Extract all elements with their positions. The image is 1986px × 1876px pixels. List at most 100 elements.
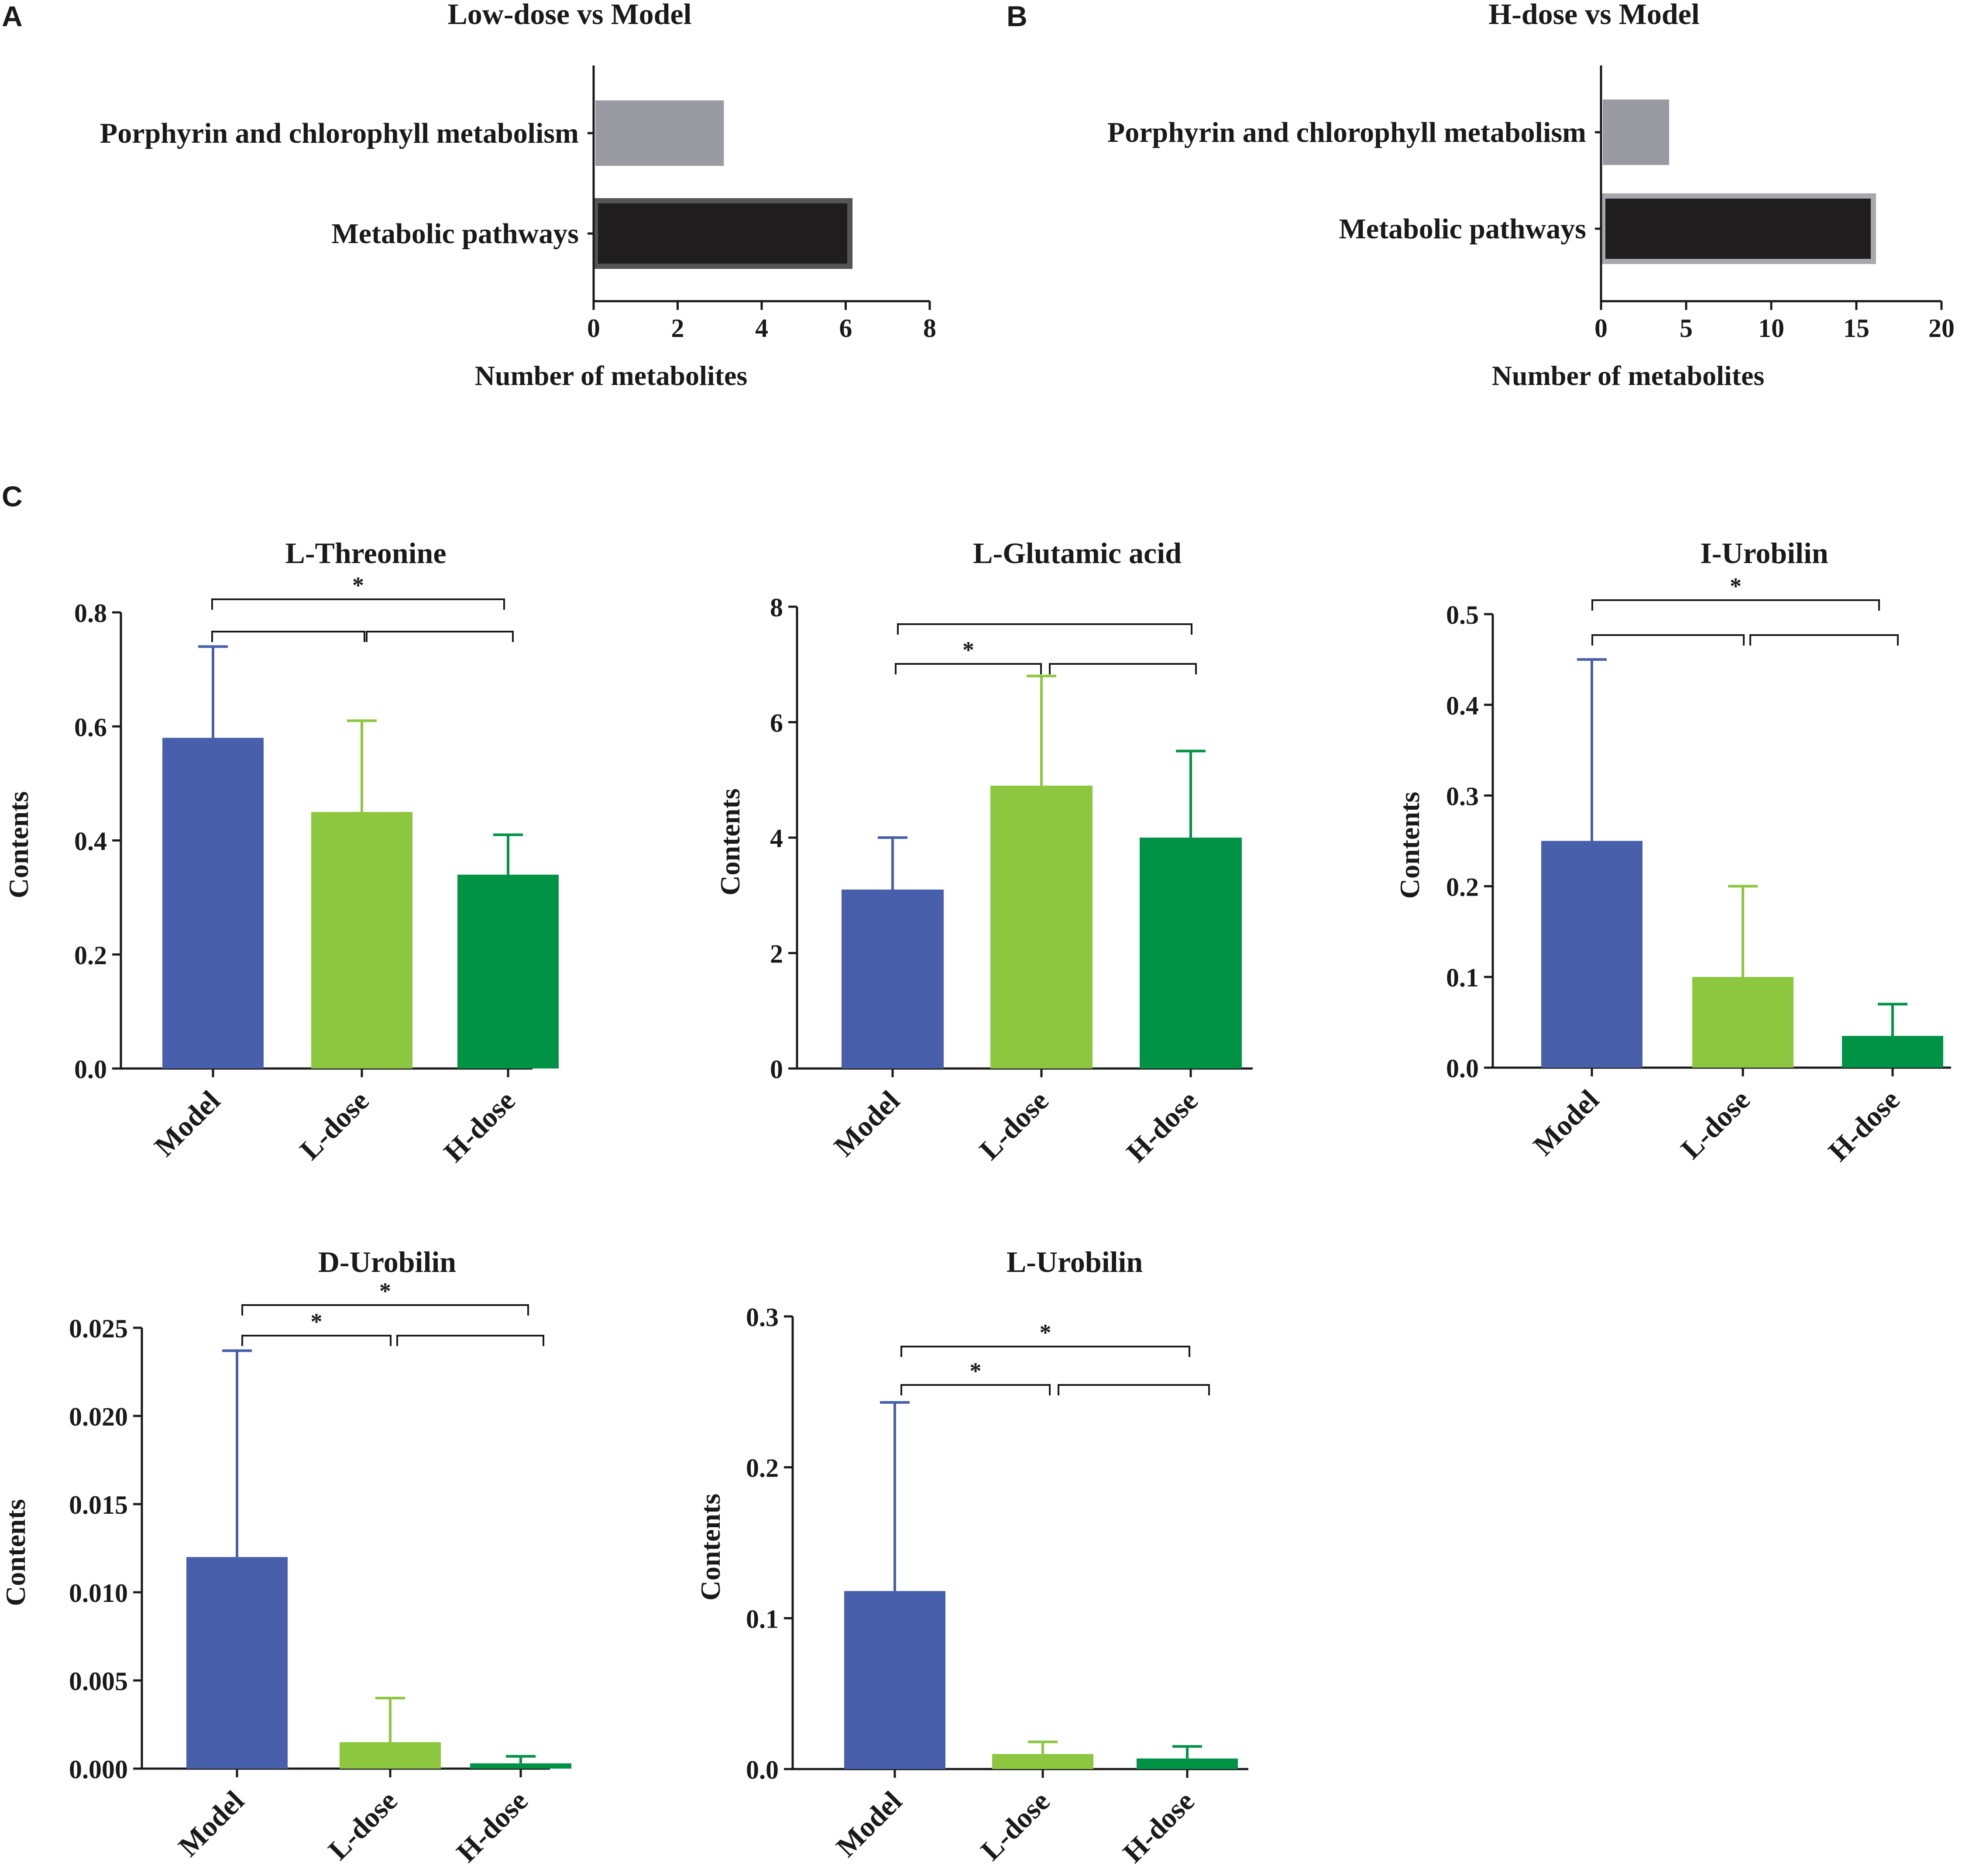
y-tick-label: 0.000	[69, 1755, 128, 1784]
x-tick-label: 8	[923, 314, 936, 343]
chart-d-urobilin: D-Urobilin 0.000 0.005 0.010 0.015 0.020 0.025…	[0, 1245, 571, 1869]
bar	[162, 738, 264, 1069]
y-tick-label: 8	[770, 593, 783, 622]
chart-i-urobilin: I-Urobilin 0.0 0.1 0.2 0.3 0.4 0.5 Contents Mode…	[1394, 536, 1951, 1168]
y-tick-label: 0.8	[74, 599, 107, 628]
category-label: Porphyrin and chlorophyll metabolism	[1107, 117, 1586, 148]
chart-pathways-low-dose: Low-dose vs Model Porphyrin and chlorophy…	[100, 0, 936, 391]
x-tick-label: 6	[839, 314, 852, 343]
category-label: Model	[172, 1785, 251, 1863]
y-tick-label: 0.3	[746, 1303, 779, 1332]
significance-bracket	[211, 598, 505, 610]
bar	[1140, 838, 1242, 1069]
bar	[1692, 977, 1794, 1068]
significance-star: *	[311, 1309, 323, 1335]
significance-star: *	[1040, 1319, 1051, 1346]
x-tick-label: 15	[1843, 314, 1869, 343]
y-tick-label: 6	[770, 709, 783, 738]
significance-star: *	[1730, 573, 1742, 599]
category-label: Metabolic pathways	[332, 218, 579, 250]
bar	[1137, 1758, 1238, 1769]
chart-title: L-Glutamic acid	[973, 536, 1182, 570]
bar	[1603, 100, 1669, 165]
bar	[186, 1557, 288, 1769]
y-tick-label: 0.025	[69, 1314, 128, 1343]
category-label: L-dose	[1675, 1084, 1756, 1165]
category-label: Model	[148, 1085, 227, 1163]
y-axis-label: Contents	[0, 1499, 31, 1606]
bar	[1842, 1036, 1943, 1068]
chart-l-urobilin: L-Urobilin 0.0 0.1 0.2 0.3 Contents Model L-dos…	[695, 1245, 1248, 1869]
bar	[340, 1742, 441, 1769]
bar	[842, 890, 944, 1069]
category-label: L-dose	[973, 1085, 1055, 1166]
category-label: L-dose	[322, 1785, 403, 1866]
y-tick-label: 0.1	[746, 1605, 779, 1633]
chart-title: Low-dose vs Model	[447, 0, 691, 31]
x-tick-label: 20	[1928, 314, 1955, 343]
x-tick-label: 10	[1758, 314, 1784, 343]
significance-star: *	[352, 572, 364, 598]
category-label: H-dose	[1822, 1084, 1906, 1168]
significance-bracket	[900, 1384, 1051, 1395]
chart-title: L-Urobilin	[1007, 1245, 1143, 1278]
significance-bracket	[1058, 1384, 1210, 1395]
y-axis-label: Contents	[1394, 792, 1425, 899]
y-axis-label: Contents	[3, 791, 34, 898]
bar	[990, 785, 1093, 1069]
category-label: H-dose	[1120, 1085, 1204, 1168]
chart-title: I-Urobilin	[1700, 536, 1828, 570]
bar	[593, 198, 853, 269]
y-tick-label: 0.1	[1446, 963, 1479, 992]
y-tick-label: 0.6	[74, 713, 107, 742]
x-axis-label: Number of metabolites	[1492, 360, 1765, 391]
chart-pathways-high-dose: H-dose vs Model Porphyrin and chlorophyll…	[1107, 0, 1955, 391]
x-axis-label: Number of metabolites	[475, 360, 748, 391]
significance-bracket	[1591, 634, 1745, 646]
bar	[1541, 841, 1642, 1068]
y-tick-label: 0.5	[1446, 601, 1479, 629]
bar	[457, 874, 559, 1069]
significance-star: *	[970, 1358, 982, 1384]
category-label: Model	[828, 1085, 906, 1163]
x-tick-label: 0	[587, 314, 600, 343]
significance-bracket	[1591, 599, 1880, 611]
significance-bracket	[895, 663, 1042, 674]
category-label: H-dose	[450, 1785, 534, 1869]
y-tick-label: 0.010	[69, 1579, 128, 1608]
significance-bracket	[1049, 663, 1197, 674]
y-axis-label: Contents	[715, 788, 746, 895]
chart-title: L-Threonine	[285, 536, 446, 570]
bar	[595, 100, 724, 166]
y-tick-label: 0.020	[69, 1402, 128, 1431]
y-tick-label: 0.2	[746, 1454, 779, 1483]
bar	[1600, 193, 1876, 264]
significance-bracket	[241, 1304, 529, 1316]
y-tick-label: 0.2	[1446, 873, 1479, 901]
chart-l-threonine: L-Threonine 0.0 0.2 0.4 0.6 0.8 Contents Model L…	[3, 536, 559, 1168]
y-tick-label: 0.4	[1446, 691, 1479, 720]
category-label: L-dose	[975, 1785, 1056, 1866]
y-tick-label: 2	[770, 940, 783, 969]
chart-l-glutamic-acid: L-Glutamic acid 0 2 4 6 8 Contents Model L-dose H…	[715, 536, 1253, 1168]
panel-letter-c: C	[2, 480, 23, 512]
x-tick-label: 5	[1680, 314, 1693, 343]
y-tick-label: 0.0	[74, 1055, 107, 1084]
category-label: H-dose	[1117, 1785, 1201, 1869]
y-tick-label: 0	[770, 1055, 783, 1084]
significance-bracket	[897, 623, 1192, 635]
x-tick-label: 0	[1594, 314, 1608, 343]
panel-letter-a: A	[2, 0, 23, 32]
significance-bracket	[366, 631, 514, 642]
significance-bracket	[396, 1335, 544, 1346]
y-tick-label: 0.2	[74, 941, 107, 970]
y-tick-label: 0.0	[746, 1756, 779, 1784]
significance-star: *	[962, 637, 974, 663]
significance-bracket	[241, 1335, 392, 1346]
x-tick-label: 4	[755, 314, 768, 343]
chart-title: H-dose vs Model	[1488, 0, 1700, 31]
y-tick-label: 4	[770, 824, 783, 853]
y-tick-label: 0.015	[69, 1491, 128, 1519]
bar	[992, 1754, 1093, 1769]
